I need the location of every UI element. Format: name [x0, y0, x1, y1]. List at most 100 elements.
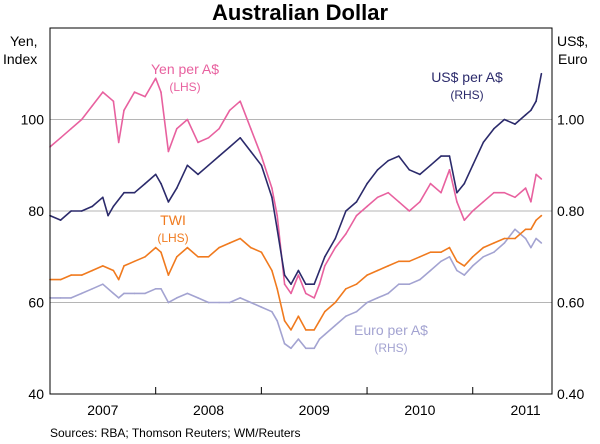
data-point	[345, 315, 347, 318]
data-point	[91, 205, 94, 208]
data-point	[80, 274, 83, 276]
data-point	[503, 191, 506, 194]
data-point	[271, 269, 273, 272]
data-point	[260, 164, 263, 167]
data-point	[530, 246, 532, 249]
data-point	[167, 274, 170, 276]
left-tick-label: 40	[28, 386, 44, 402]
data-point	[112, 292, 115, 295]
x-tick-label: 2010	[404, 402, 435, 418]
data-point	[540, 178, 543, 180]
data-point	[503, 242, 506, 244]
data-point	[514, 123, 516, 125]
data-point	[283, 283, 286, 286]
series-note-usd: (RHS)	[450, 88, 483, 102]
data-point	[305, 283, 307, 286]
data-point	[176, 127, 178, 130]
data-point	[250, 127, 252, 130]
right-tick-label: 1.00	[557, 112, 584, 128]
data-point	[355, 283, 358, 286]
data-point	[398, 201, 400, 203]
data-point	[228, 146, 231, 148]
right-tick-label: 0.80	[557, 203, 584, 219]
data-point	[398, 155, 400, 157]
data-point	[154, 77, 157, 80]
data-point	[429, 251, 432, 253]
data-point	[228, 109, 231, 112]
data-point	[398, 260, 400, 263]
data-point	[123, 265, 125, 267]
data-point	[471, 210, 474, 212]
data-point	[276, 228, 279, 231]
data-point	[123, 292, 125, 295]
data-point	[70, 210, 72, 212]
axis-ticks: 40 60 80 100 0.40 0.60 0.80 1.00 2007 2008 2009 201…	[21, 112, 585, 419]
data-point	[102, 283, 104, 286]
data-point	[112, 269, 115, 272]
data-point	[366, 205, 368, 208]
data-point	[313, 347, 316, 350]
data-point	[448, 246, 451, 249]
series-label-yen: Yen per A$	[151, 61, 219, 77]
data-point	[297, 274, 300, 276]
data-point	[80, 210, 83, 212]
data-point	[117, 297, 120, 299]
data-point	[387, 292, 390, 295]
data-point	[186, 292, 189, 295]
series-label-euro: Euro per A$	[354, 322, 428, 338]
data-point	[408, 210, 411, 212]
data-point	[408, 169, 411, 171]
data-point	[535, 173, 537, 176]
data-point	[456, 260, 458, 263]
data-point	[419, 255, 421, 258]
data-point	[239, 237, 241, 240]
data-point	[313, 329, 316, 331]
data-point	[297, 338, 300, 340]
data-point	[144, 292, 146, 295]
data-point	[440, 251, 442, 253]
series-note-euro: (RHS)	[374, 341, 407, 355]
data-point	[102, 91, 104, 93]
data-point	[514, 196, 516, 199]
data-point	[456, 201, 458, 203]
x-tick-label: 2011	[511, 402, 541, 418]
data-point	[376, 297, 379, 299]
right-tick-label: 0.60	[557, 295, 584, 311]
data-point	[70, 297, 72, 299]
data-point	[197, 297, 199, 299]
data-point	[197, 173, 199, 176]
data-point	[250, 246, 252, 249]
data-point	[463, 219, 466, 221]
right-axis-label-line2: Euro	[558, 51, 588, 67]
x-tick-label: 2007	[87, 402, 118, 418]
data-point	[366, 182, 368, 185]
data-point	[334, 246, 337, 249]
data-point	[493, 191, 495, 194]
data-point	[271, 196, 273, 199]
data-point	[207, 137, 210, 139]
data-point	[160, 182, 162, 185]
data-point	[154, 173, 157, 176]
data-point	[290, 283, 292, 286]
data-point	[540, 242, 543, 244]
series-line-euro-per-a	[50, 228, 542, 350]
data-point	[408, 260, 411, 263]
data-point	[398, 283, 400, 286]
data-point	[250, 301, 252, 304]
data-point	[324, 265, 326, 267]
data-point	[387, 191, 390, 194]
data-point	[530, 201, 532, 203]
data-point	[313, 283, 316, 286]
data-point	[429, 164, 432, 167]
data-point	[530, 109, 532, 112]
data-point	[176, 297, 178, 299]
data-point	[123, 191, 125, 194]
data-point	[366, 301, 368, 304]
data-point	[355, 201, 358, 203]
data-point	[283, 342, 286, 345]
data-point	[218, 127, 220, 130]
data-point	[440, 191, 442, 194]
data-point	[239, 137, 241, 139]
data-point	[456, 191, 458, 194]
data-point	[112, 100, 115, 102]
